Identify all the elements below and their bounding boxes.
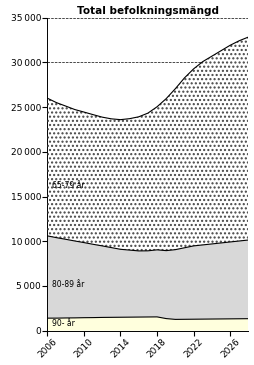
Text: 80-89 år: 80-89 år (52, 280, 84, 289)
Text: 90- år: 90- år (52, 319, 75, 327)
Title: Total befolkningsmängd: Total befolkningsmängd (77, 5, 219, 16)
Text: 65-79 år: 65-79 år (52, 181, 85, 190)
